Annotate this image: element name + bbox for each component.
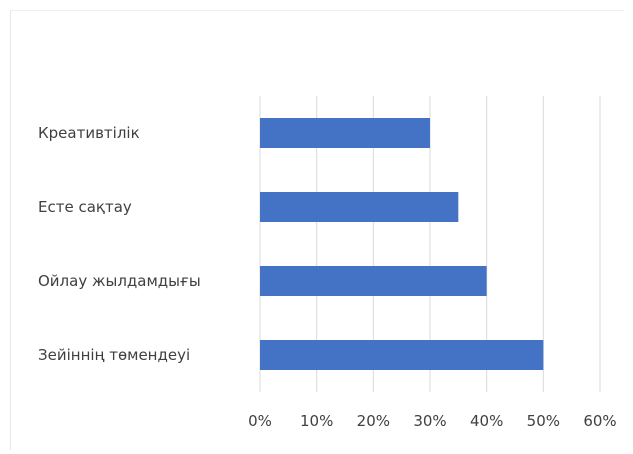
x-tick-label: 0% [248, 412, 272, 430]
x-tick-labels: 0% 10% 20% 30% 40% 50% 60% [248, 412, 617, 430]
category-label: Зейіннің төмендеуі [38, 346, 190, 364]
chart-frame [10, 10, 624, 450]
category-labels: Креативтілік Есте сақтау Ойлау жылдамдығы З… [38, 124, 201, 364]
bar [260, 118, 430, 148]
x-tick-label: 60% [583, 412, 616, 430]
bars [260, 118, 544, 370]
category-label: Ойлау жылдамдығы [38, 272, 201, 290]
bar [260, 266, 487, 296]
category-label: Есте сақтау [38, 198, 132, 216]
category-label: Креативтілік [38, 124, 140, 142]
x-tick-label: 50% [527, 412, 560, 430]
x-tick-label: 30% [413, 412, 446, 430]
x-tick-label: 10% [300, 412, 333, 430]
x-tick-label: 40% [470, 412, 503, 430]
bar [260, 340, 544, 370]
bar [260, 192, 459, 222]
x-tick-label: 20% [357, 412, 390, 430]
